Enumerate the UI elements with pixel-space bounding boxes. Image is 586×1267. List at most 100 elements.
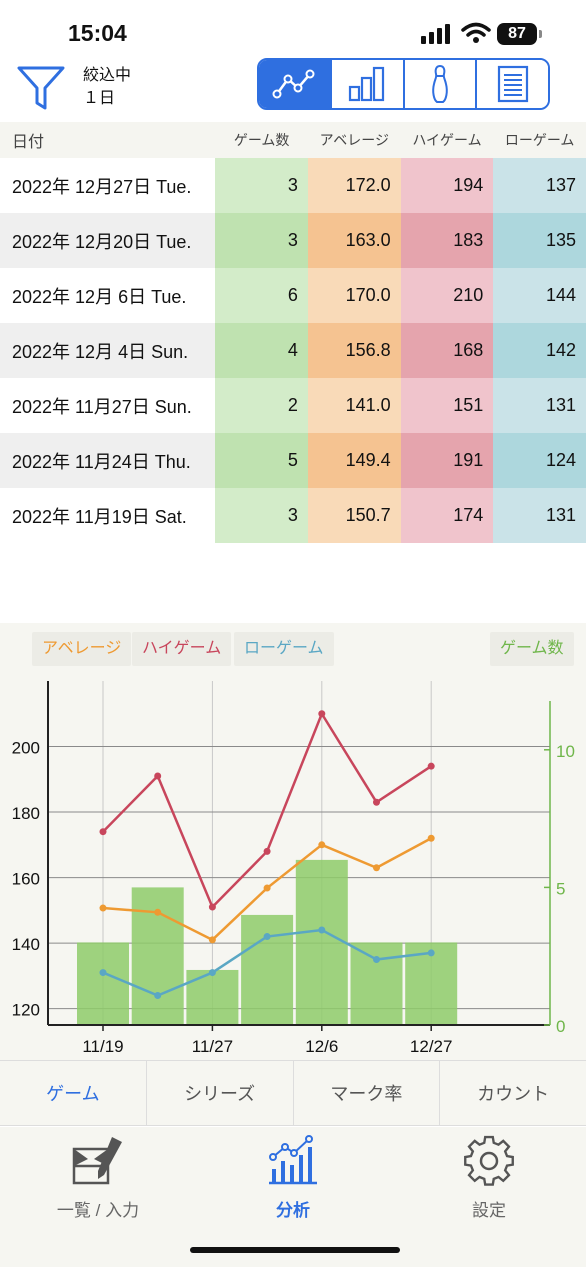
legend-high: ハイゲーム <box>132 632 232 666</box>
series-point <box>208 903 216 911</box>
status-time: 15:04 <box>68 20 127 46</box>
y2-tick-label: 5 <box>556 879 565 898</box>
table-row[interactable]: 2022年 12月 6日 Tue. 6 170.0 210 144 <box>0 268 586 323</box>
series-point <box>263 884 271 892</box>
y-tick-label: 120 <box>12 1001 40 1020</box>
nav-analysis-label: 分析 <box>276 1201 310 1220</box>
x-tick-label: 12/27 <box>410 1037 453 1056</box>
series-point <box>318 710 326 718</box>
games-bar <box>295 859 348 1025</box>
y2-tick-label: 10 <box>556 742 575 761</box>
tab-series[interactable]: シリーズ <box>145 1061 293 1125</box>
series-point <box>99 969 107 977</box>
chart-canvas: 120 140 160 180 200 0 5 10 11/19 11/27 12/6 12/27 <box>12 681 575 1056</box>
row-high: 194 <box>400 158 494 213</box>
row-high: 168 <box>400 323 494 378</box>
row-games: 2 <box>215 378 308 433</box>
line-chart-icon <box>272 69 315 99</box>
filter-status[interactable]: 絞込中 １日 <box>83 64 131 110</box>
table-row[interactable]: 2022年 12月 4日 Sun. 4 156.8 168 142 <box>0 323 586 378</box>
nav-input[interactable]: 一覧 / 入力 <box>28 1135 168 1221</box>
row-high: 210 <box>400 268 494 323</box>
series-point <box>154 908 162 916</box>
edit-list-icon <box>72 1137 122 1185</box>
row-date: 2022年 12月27日 Tue. <box>12 176 192 197</box>
row-average: 149.4 <box>307 433 401 488</box>
list-icon <box>497 65 528 103</box>
nav-analysis[interactable]: 分析 <box>223 1135 363 1221</box>
nav-settings-label: 設定 <box>472 1201 506 1220</box>
tab-game[interactable]: ゲーム <box>46 1084 100 1104</box>
table-row[interactable]: 2022年 12月27日 Tue. 3 172.0 194 137 <box>0 158 586 213</box>
row-average: 141.0 <box>307 378 401 433</box>
series-point <box>427 949 435 957</box>
row-games: 3 <box>215 213 308 268</box>
series-point <box>99 828 107 836</box>
table-row[interactable]: 2022年 11月24日 Thu. 5 149.4 191 124 <box>0 433 586 488</box>
row-date: 2022年 11月27日 Sun. <box>12 396 192 417</box>
table-row[interactable]: 2022年 11月19日 Sat. 3 150.7 174 131 <box>0 488 586 543</box>
games-bar <box>77 942 129 1025</box>
row-low: 131 <box>493 378 586 433</box>
filter-icon[interactable] <box>16 62 66 112</box>
battery-level: 87 <box>497 23 537 45</box>
battery-icon <box>539 30 542 38</box>
tab-mark-rate[interactable]: マーク率 <box>292 1061 440 1125</box>
analysis-icon <box>269 1135 317 1185</box>
bowling-pin-icon <box>432 64 448 103</box>
row-games: 3 <box>215 488 308 543</box>
row-low: 135 <box>493 213 586 268</box>
legend-games: ゲーム数 <box>490 632 574 666</box>
header-high: ハイゲーム <box>412 132 482 148</box>
bottom-nav: 一覧 / 入力 分析 設定 <box>0 1127 586 1267</box>
series-point <box>427 834 435 842</box>
y2-tick-label: 0 <box>556 1017 565 1036</box>
view-mode-pin[interactable] <box>402 60 476 108</box>
row-games: 4 <box>215 323 308 378</box>
tab-count[interactable]: カウント <box>439 1061 586 1125</box>
games-bar <box>350 942 403 1025</box>
header-average: アベレージ <box>319 132 390 148</box>
row-date: 2022年 12月 4日 Sun. <box>12 341 189 362</box>
gear-icon <box>464 1135 514 1186</box>
table-header: 日付 ゲーム数 アベレージ ハイゲーム ローゲーム <box>0 122 586 158</box>
view-mode-selector <box>257 58 550 110</box>
row-date: 2022年 12月 6日 Tue. <box>12 286 187 307</box>
nav-settings[interactable]: 設定 <box>419 1135 559 1221</box>
view-mode-list[interactable] <box>475 60 548 108</box>
row-low: 144 <box>493 268 586 323</box>
score-table: 日付 ゲーム数 アベレージ ハイゲーム ローゲーム 2022年 12月27日 T… <box>0 122 586 543</box>
series-point <box>208 936 216 944</box>
row-date: 2022年 11月24日 Thu. <box>12 451 191 472</box>
cellular-signal-icon <box>421 24 450 44</box>
row-average: 163.0 <box>307 213 401 268</box>
series-point <box>373 864 380 872</box>
header-games: ゲーム数 <box>233 132 290 148</box>
row-average: 170.0 <box>307 268 401 323</box>
filter-status-line1: 絞込中 <box>83 67 132 84</box>
table-row[interactable]: 2022年 11月27日 Sun. 2 141.0 151 131 <box>0 378 586 433</box>
legend-low: ローゲーム <box>234 632 334 666</box>
games-bar <box>131 887 184 1025</box>
row-high: 183 <box>400 213 494 268</box>
table-row[interactable]: 2022年 12月20日 Tue. 3 163.0 183 135 <box>0 213 586 268</box>
home-indicator <box>190 1247 400 1253</box>
row-date: 2022年 11月19日 Sat. <box>12 506 187 527</box>
header-low: ローゲーム <box>504 132 575 148</box>
view-mode-line-chart[interactable] <box>259 60 330 108</box>
x-tick-label: 11/27 <box>192 1037 233 1056</box>
row-average: 172.0 <box>307 158 401 213</box>
view-mode-bar-chart[interactable] <box>329 60 403 108</box>
bar-chart-icon <box>349 66 385 102</box>
row-games: 5 <box>215 433 308 488</box>
row-low: 142 <box>493 323 586 378</box>
row-high: 151 <box>400 378 494 433</box>
series-point <box>318 926 326 934</box>
wifi-icon <box>461 22 491 43</box>
row-low: 137 <box>493 158 586 213</box>
y-tick-label: 180 <box>12 804 40 823</box>
legend-average: アベレージ <box>32 632 132 666</box>
y-tick-label: 200 <box>12 739 40 758</box>
header-date: 日付 <box>12 134 45 151</box>
games-bar <box>186 969 239 1025</box>
